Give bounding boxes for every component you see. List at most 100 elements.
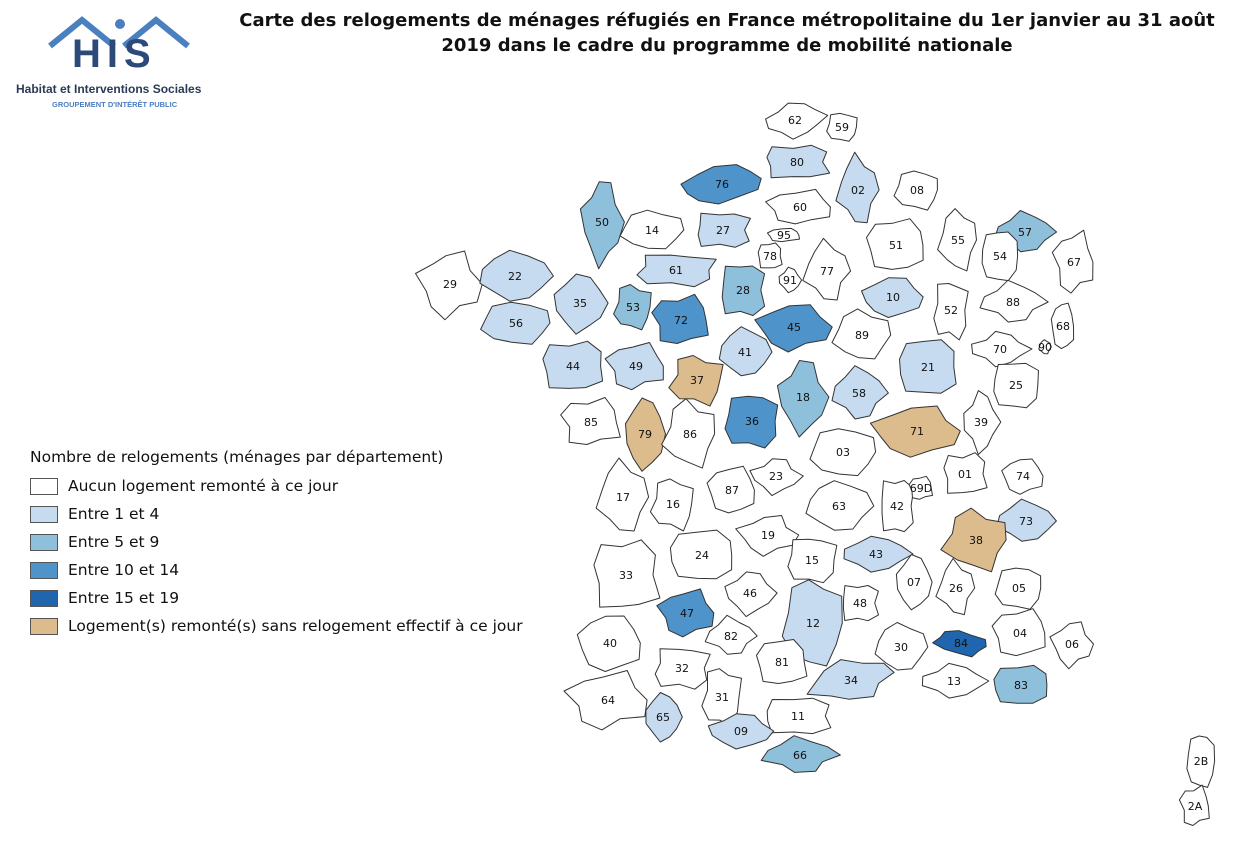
legend-label: Entre 15 et 19 — [68, 589, 180, 607]
department-58 — [831, 365, 889, 420]
department-25 — [993, 362, 1039, 409]
department-84 — [932, 630, 987, 658]
legend-title: Nombre de relogements (ménages par dépar… — [30, 448, 444, 466]
logo-subtitle: GROUPEMENT D'INTÉRÊT PUBLIC — [52, 100, 178, 109]
department-40 — [576, 615, 641, 672]
department-label: 40 — [603, 637, 617, 650]
department-label: 05 — [1012, 582, 1026, 595]
department-43 — [843, 535, 914, 573]
legend-swatch — [30, 505, 58, 523]
department-88 — [979, 279, 1049, 323]
department-label: 01 — [958, 468, 972, 481]
department-24 — [669, 529, 733, 580]
map-title-line-2: 2019 dans le cadre du programme de mobil… — [441, 35, 1013, 56]
department-label: 45 — [787, 321, 801, 334]
department-label: 38 — [969, 534, 983, 547]
department-08 — [893, 170, 938, 211]
department-35 — [553, 273, 609, 335]
department-83 — [993, 664, 1048, 704]
department-95 — [766, 227, 800, 243]
department-label: 95 — [777, 229, 791, 242]
department-label: 90 — [1038, 341, 1052, 354]
department-07 — [895, 554, 933, 611]
legend-item: Entre 10 et 14 — [30, 556, 523, 584]
legend-item: Aucun logement remonté à ce jour — [30, 472, 523, 500]
department-label: 13 — [947, 675, 961, 688]
department-77 — [802, 237, 852, 301]
map-title-line-1: Carte des relogements de ménages réfugié… — [239, 10, 1215, 31]
department-label: 78 — [763, 250, 777, 263]
department-label: 12 — [806, 617, 820, 630]
department-label: 63 — [832, 500, 846, 513]
department-label: 17 — [616, 491, 630, 504]
department-78 — [757, 242, 783, 269]
department-label: 87 — [725, 484, 739, 497]
legend-swatch — [30, 561, 58, 579]
department-18 — [776, 360, 830, 438]
department-56 — [480, 301, 551, 345]
department-label: 67 — [1067, 256, 1081, 269]
department-label: 46 — [743, 587, 757, 600]
department-label: 30 — [894, 641, 908, 654]
department-30 — [874, 622, 929, 671]
department-10 — [861, 277, 924, 318]
logo-name: Habitat et Interventions Sociales — [16, 82, 202, 96]
legend-label: Entre 10 et 14 — [68, 561, 180, 579]
department-04 — [991, 608, 1046, 657]
department-71 — [869, 405, 961, 458]
department-label: 70 — [993, 343, 1007, 356]
department-label: 29 — [443, 278, 457, 291]
department-label: 2A — [1188, 800, 1203, 813]
department-61 — [636, 254, 717, 288]
department-52 — [933, 283, 969, 341]
department-29 — [415, 250, 483, 321]
department-label: 14 — [645, 224, 659, 237]
logo-letters: HIS — [72, 32, 157, 76]
department-label: 37 — [690, 374, 704, 387]
department-68 — [1050, 302, 1075, 350]
department-label: 15 — [805, 554, 819, 567]
department-63 — [805, 480, 875, 531]
department-2b — [1186, 735, 1216, 788]
legend-label: Entre 1 et 4 — [68, 505, 160, 523]
department-14 — [619, 209, 685, 250]
legend-item: Logement(s) remonté(s) sans relogement e… — [30, 612, 523, 640]
department-36 — [724, 395, 779, 449]
department-74 — [1001, 458, 1044, 495]
department-53 — [613, 284, 652, 331]
department-label: 23 — [769, 470, 783, 483]
department-label: 10 — [886, 291, 900, 304]
department-23 — [749, 458, 804, 497]
department-72 — [651, 293, 709, 344]
department-label: 26 — [949, 582, 963, 595]
department-label: 31 — [715, 691, 729, 704]
department-54 — [981, 231, 1019, 282]
department-label: 80 — [790, 156, 804, 169]
department-label: 2B — [1194, 755, 1209, 768]
legend-label: Aucun logement remonté à ce jour — [68, 477, 339, 495]
department-label: 36 — [745, 415, 759, 428]
department-03 — [809, 428, 877, 477]
department-label: 42 — [890, 500, 904, 513]
department-label: 62 — [788, 114, 802, 127]
department-01 — [943, 452, 988, 494]
department-55 — [937, 208, 977, 272]
department-17 — [595, 457, 650, 532]
department-label: 57 — [1018, 226, 1032, 239]
department-2a — [1178, 784, 1210, 826]
department-label: 48 — [853, 597, 867, 610]
department-49 — [604, 342, 664, 391]
department-81 — [756, 639, 808, 684]
department-label: 07 — [907, 576, 921, 589]
department-85 — [560, 397, 621, 445]
department-19 — [735, 515, 800, 557]
department-label: 58 — [852, 387, 866, 400]
department-label: 02 — [851, 184, 865, 197]
department-label: 61 — [669, 264, 683, 277]
department-label: 50 — [595, 216, 609, 229]
department-label: 65 — [656, 711, 670, 724]
department-label: 18 — [796, 391, 810, 404]
department-label: 88 — [1006, 296, 1020, 309]
department-64 — [563, 670, 648, 731]
legend-item: Entre 1 et 4 — [30, 500, 523, 528]
